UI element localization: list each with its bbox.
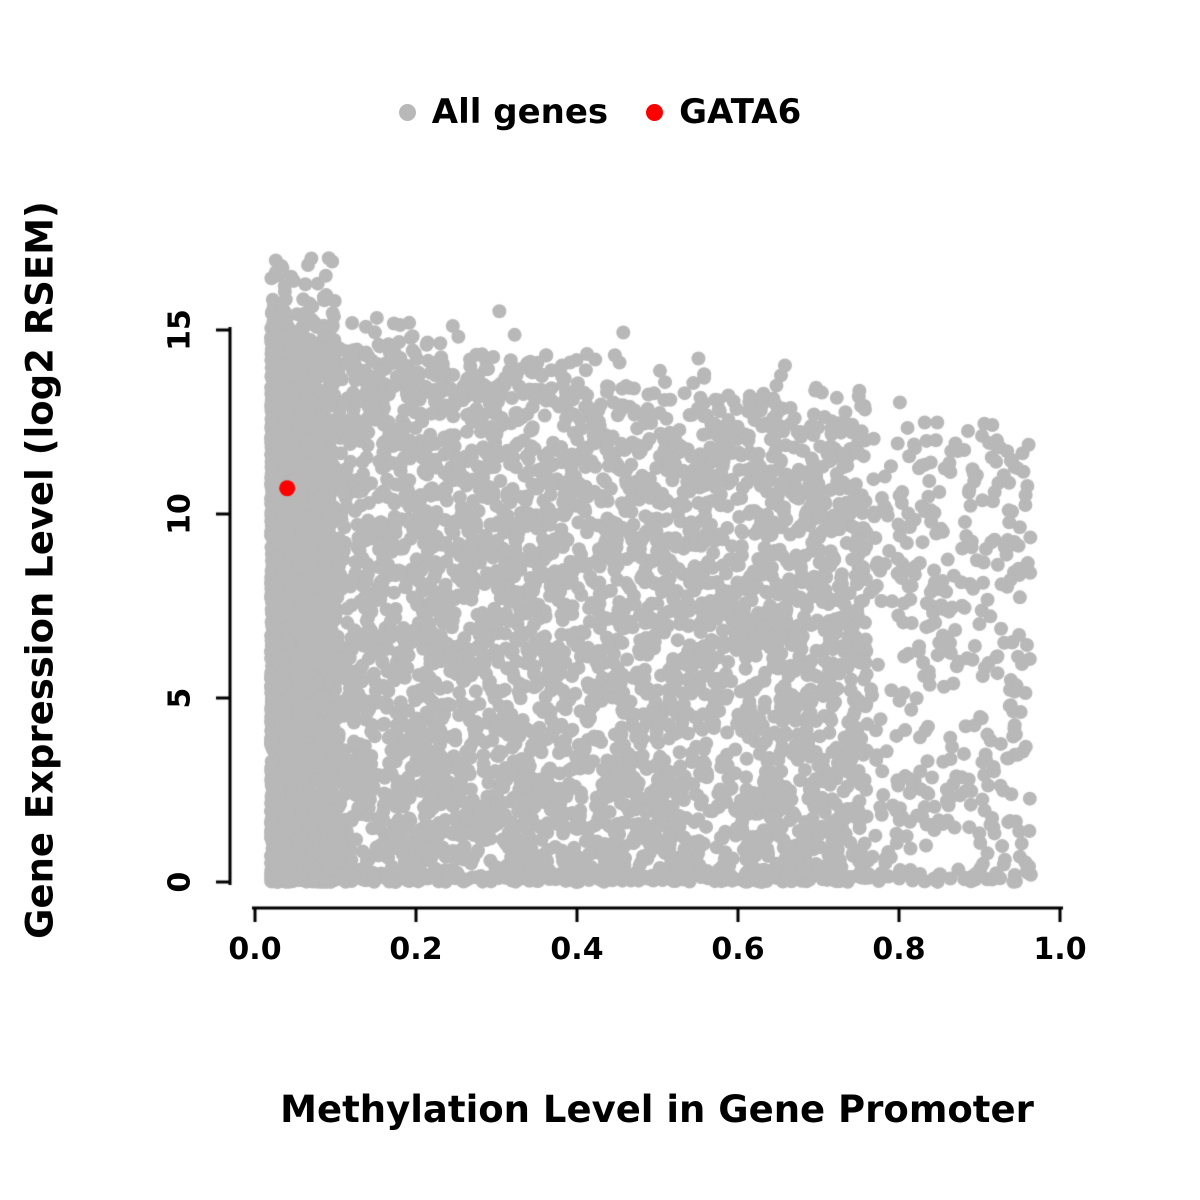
all-genes-dot-icon [398,103,416,121]
x-tick-label: 0.8 [872,932,926,967]
y-tick-label: 0 [162,871,198,893]
legend-item-gata6: GATA6 [646,92,801,132]
y-axis-title: Gene Expression Level (log2 RSEM) [18,201,62,939]
x-axis-title: Methylation Level in Gene Promoter [280,1088,1034,1131]
x-tick-label: 0.2 [389,932,443,967]
legend-label-all-genes: All genes [431,92,609,132]
gata6-dot-icon [646,103,664,121]
legend-label-gata6: GATA6 [679,92,802,132]
y-tick-label: 5 [162,687,198,709]
x-tick-label: 0.0 [228,932,282,967]
y-tick-label: 15 [162,309,198,351]
y-tick-label: 10 [162,493,198,535]
legend-item-all-genes: All genes [398,92,609,132]
x-tick-label: 1.0 [1033,932,1087,967]
legend: All genes GATA6 [0,92,1200,132]
x-tick-label: 0.4 [550,932,604,967]
x-tick-label: 0.6 [711,932,765,967]
